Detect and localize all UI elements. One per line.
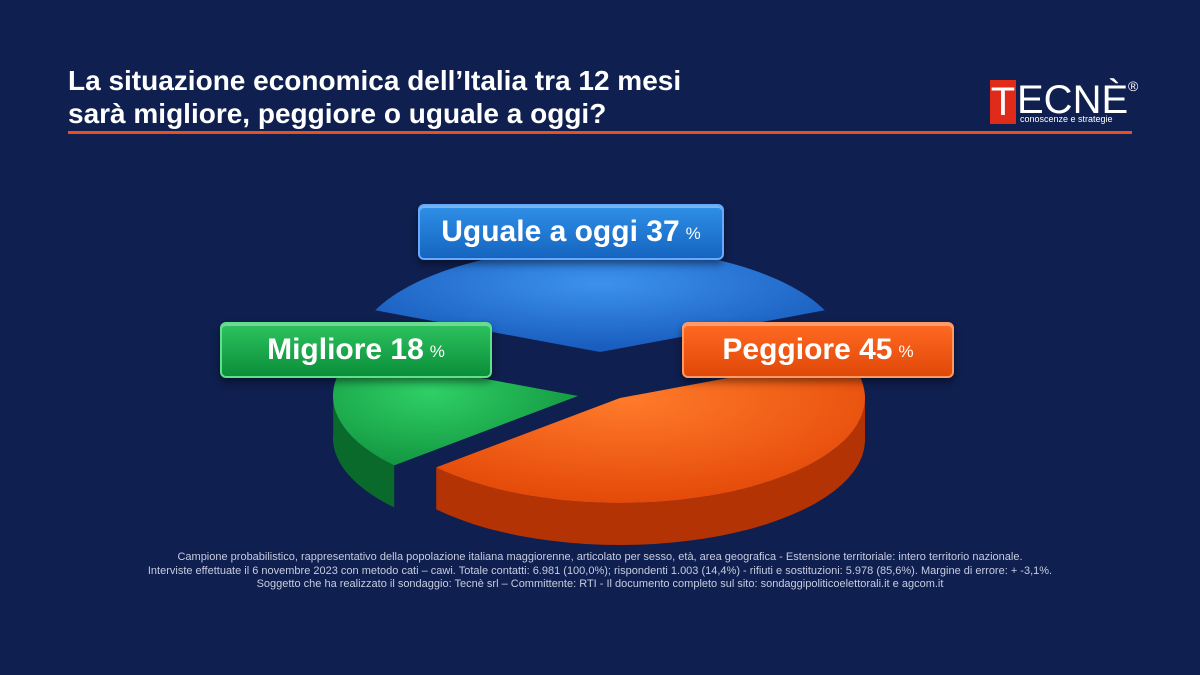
slice-label-migliore-pct: % [429,342,445,361]
footnote-line3: Soggetto che ha realizzato il sondaggio:… [256,578,944,590]
pie-slice-side-migliore [333,391,395,508]
slice-label-uguale: Uguale a oggi 37 % [418,204,724,260]
logo-word: ECNÈ [1017,78,1129,122]
methodology-footnote: Campione probabilistico, rappresentativo… [60,551,1140,592]
page-title-line2: sarà migliore, peggiore o uguale a oggi? [68,98,607,129]
slice-label-uguale-pct: % [685,224,701,243]
logo-tagline: conoscenze e strategie [1020,114,1113,124]
pie-slice-migliore [333,354,578,466]
slice-label-uguale-text: Uguale a oggi 37 [441,215,680,248]
pie-slice-peggiore [436,356,865,503]
slice-label-peggiore: Peggiore 45 % [682,322,954,378]
footnote-line1: Campione probabilistico, rappresentativo… [177,551,1023,563]
page-title-line1: La situazione economica dell’Italia tra … [68,65,682,96]
footnote-line2: Interviste effettuate il 6 novembre 2023… [147,564,1053,577]
page-title: La situazione economica dell’Italia tra … [68,64,928,130]
slice-label-peggiore-pct: % [898,342,914,361]
logo-initial: T [990,80,1016,124]
logo-registered-mark: ® [1128,78,1139,94]
slice-label-peggiore-text: Peggiore 45 [722,333,893,366]
tecne-logo: T ECNÈ ® conoscenze e strategie [990,78,1150,128]
title-divider [68,131,1132,134]
pie-slice-side-peggiore [436,399,865,545]
slice-label-migliore-text: Migliore 18 [267,333,424,366]
slice-label-migliore: Migliore 18 % [220,322,492,378]
